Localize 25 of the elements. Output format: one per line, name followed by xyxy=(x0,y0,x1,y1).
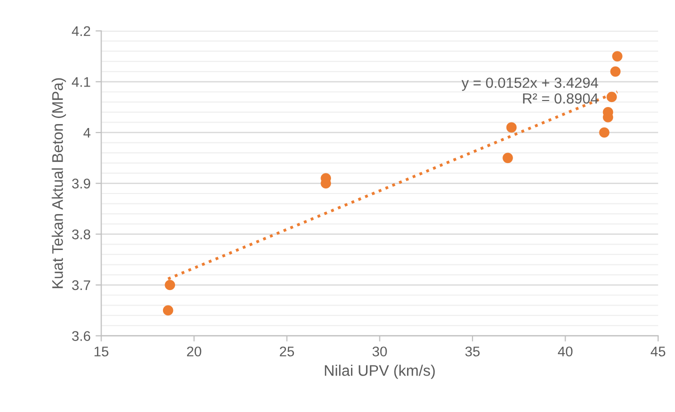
y-tick-label: 3.9 xyxy=(72,178,90,189)
annotation: y = 0.0152x + 3.4294 R² = 0.8904 xyxy=(462,78,598,104)
x-tick-label: 20 xyxy=(187,346,202,356)
point xyxy=(162,305,174,316)
y-tick-label: 4.1 xyxy=(72,77,90,87)
point xyxy=(502,152,513,164)
y-tick-label: 4.2 xyxy=(72,26,90,36)
x-tick-label: 40 xyxy=(558,346,572,356)
point xyxy=(599,127,610,138)
x-tick-label: 30 xyxy=(372,346,387,356)
y-tick-label: 3.6 xyxy=(72,331,90,341)
point xyxy=(606,92,617,102)
point xyxy=(612,51,622,62)
y-tick-label: 4 xyxy=(83,128,90,138)
x-tick-label: 25 xyxy=(280,346,294,356)
x-tick-label: 15 xyxy=(94,346,108,356)
point xyxy=(610,66,621,77)
y-tick-label: 3.8 xyxy=(72,229,90,240)
y-tick-label: 3.7 xyxy=(72,280,90,290)
x-axis-title: Nilai UPV (km/s) xyxy=(324,364,435,379)
point xyxy=(164,280,176,290)
x-tick-label: 35 xyxy=(465,346,480,356)
point xyxy=(506,122,517,133)
y-axis-title: Kuat Tekan Aktual Beton (MPa) xyxy=(52,78,66,288)
x-tick-label: 45 xyxy=(650,346,666,356)
